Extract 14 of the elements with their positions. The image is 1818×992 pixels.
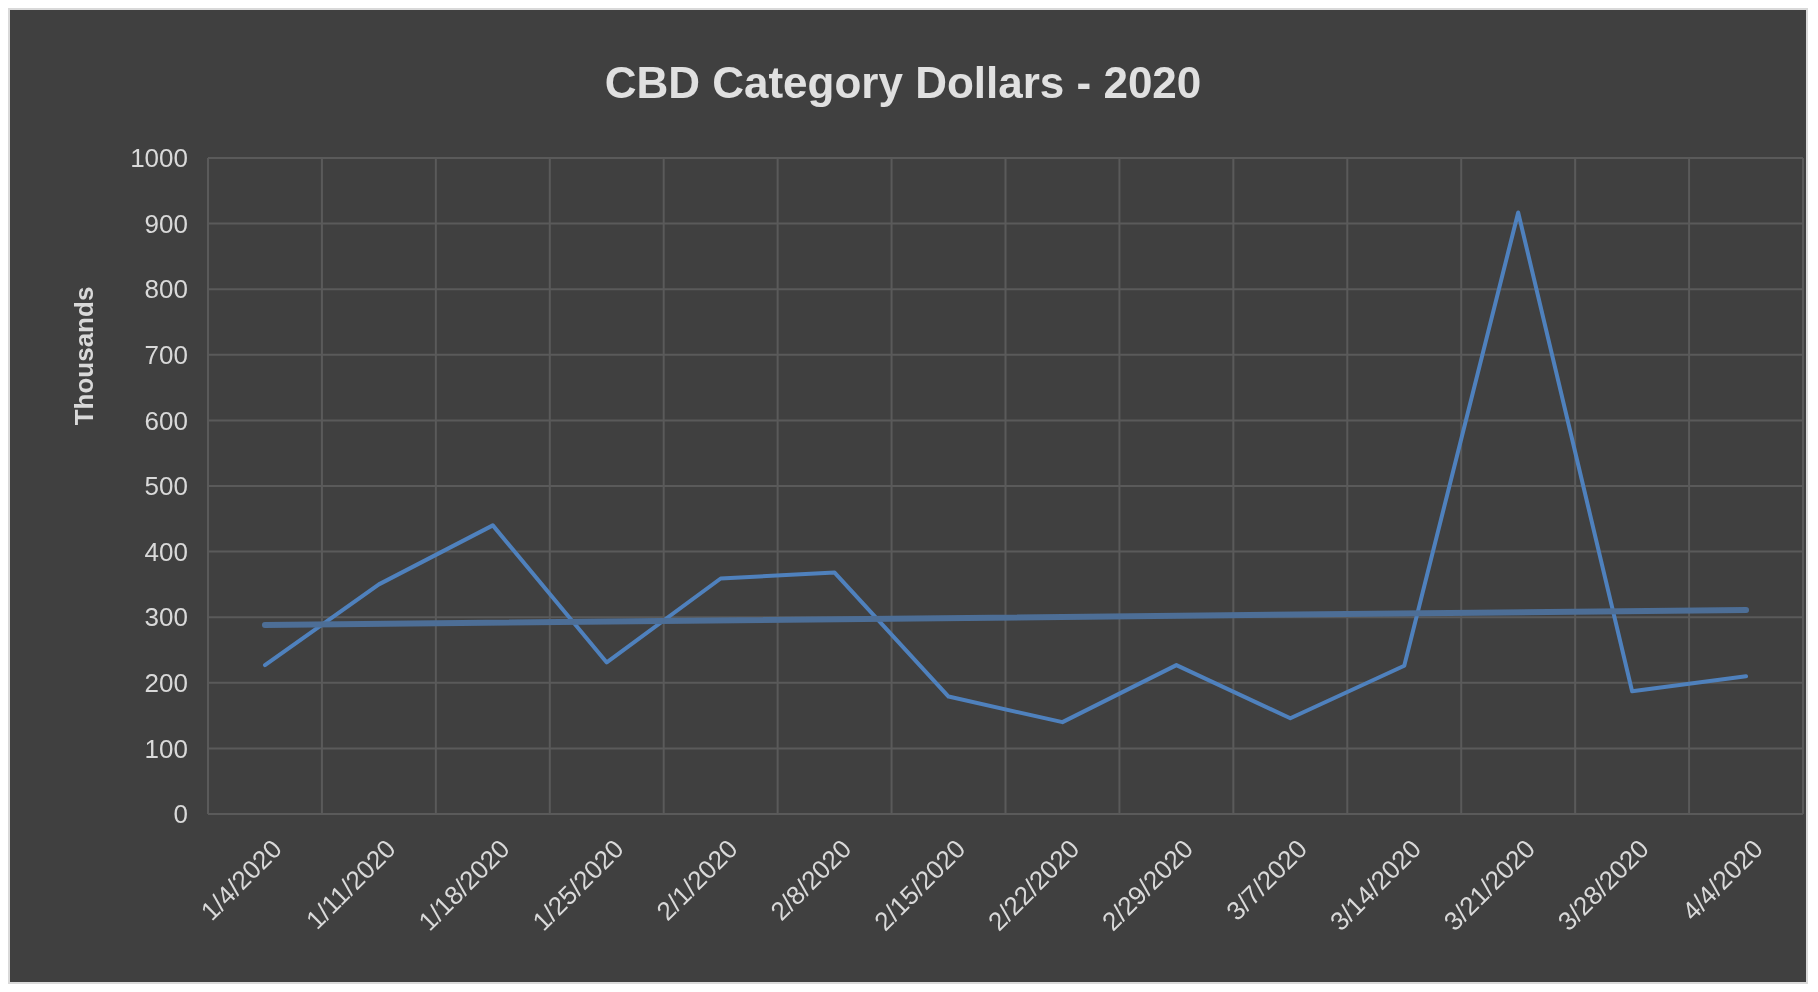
- y-axis-title: Thousands: [69, 286, 99, 426]
- line-series: [262, 210, 1749, 725]
- chart-title: CBD Category Dollars - 2020: [604, 58, 1202, 107]
- y-tick-label: 1000: [130, 143, 188, 174]
- y-tick-label: 100: [144, 733, 188, 764]
- y-tick-label: 800: [144, 274, 188, 305]
- y-tick-label: 900: [144, 208, 188, 239]
- y-tick-label: 600: [144, 405, 188, 436]
- y-tick-label: 0: [173, 799, 188, 830]
- y-tick-label: 700: [144, 339, 188, 370]
- y-tick-label: 300: [144, 602, 188, 633]
- y-tick-label: 200: [144, 667, 188, 698]
- y-tick-label: 500: [144, 471, 188, 502]
- y-tick-label: 400: [144, 536, 188, 567]
